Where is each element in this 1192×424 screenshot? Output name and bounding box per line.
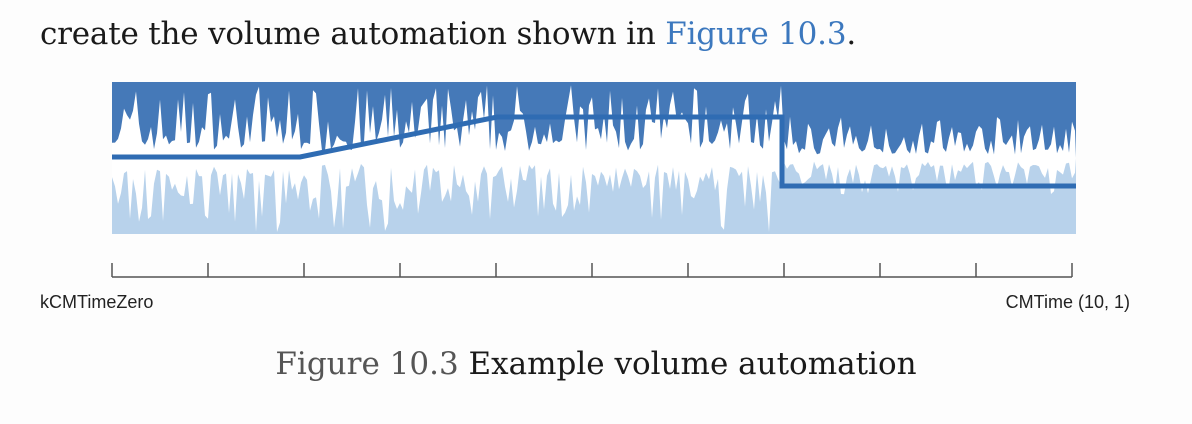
volume-automation-figure: [111, 82, 1076, 278]
caption-title: Example volume automation: [468, 346, 917, 382]
intro-period: .: [846, 16, 857, 52]
timeline-end-label: CMTime (10, 1): [1005, 292, 1130, 312]
timeline-start-label: kCMTimeZero: [40, 292, 154, 312]
figure-caption: Figure 10.3 Example volume automation: [0, 346, 1192, 382]
figure-reference-link[interactable]: Figure 10.3: [665, 16, 847, 52]
intro-sentence: create the volume automation shown in Fi…: [40, 16, 856, 52]
caption-number: Figure 10.3: [275, 346, 459, 382]
audio-waveform: [112, 85, 1076, 232]
timeline-ticks: [111, 263, 1073, 278]
volume-envelope-line: [112, 114, 1076, 189]
intro-text: create the volume automation shown in: [40, 16, 666, 52]
